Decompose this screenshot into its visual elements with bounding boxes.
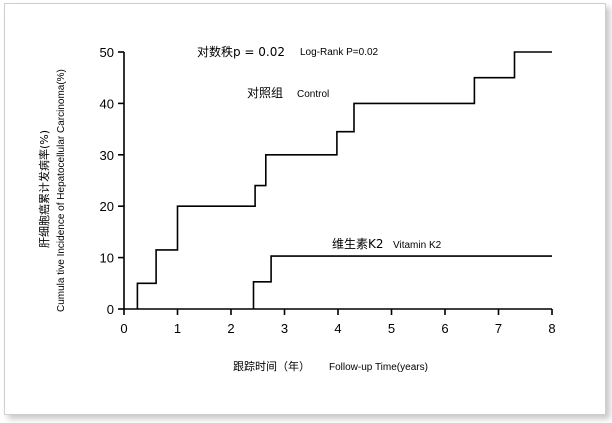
y-tick-label: 10 [100,251,114,266]
y-tick-label: 30 [100,148,114,163]
curves [136,51,552,309]
series-control-curve [136,51,552,309]
y-tick-label: 40 [100,96,114,111]
x-axis-title-cn: 跟踪时间（年） [233,359,310,373]
y-axis-title-cn-group: 肝细胞癌累计发病率(%) [37,130,51,248]
logrank-p-cn: 对数秩p = 0.02 [197,44,285,59]
x-tick-label: 4 [334,321,341,336]
figure-frame [4,3,606,415]
y-axis-title-en-group: Cumula tive Incidence of Hepatocellular … [56,69,67,312]
x-tick-label: 1 [174,321,181,336]
y-tick-label: 0 [107,302,114,317]
vitk2-label-en: Vitamin K2 [393,240,442,251]
x-ticks: 0 1 2 3 4 5 6 7 8 [120,309,556,336]
x-tick-label: 3 [281,321,288,336]
x-tick-label: 6 [441,321,448,336]
x-tick-label: 8 [548,321,555,336]
y-tick-label: 20 [100,199,114,214]
axes [123,52,552,310]
vitk2-label-cn: 维生素K2 [332,237,384,251]
x-tick-label: 7 [495,321,502,336]
x-axis-title-en: Follow-up Time(years) [329,362,428,373]
x-tick-label: 0 [120,321,127,336]
series-vitamin-k2-curve [252,255,552,309]
logrank-p-en: Log-Rank P=0.02 [300,47,379,58]
y-tick-label: 50 [100,45,114,60]
y-axis-title-en: Cumula tive Incidence of Hepatocellular … [56,69,67,312]
control-label-en: Control [297,89,329,100]
y-ticks: 0 10 20 30 40 50 [100,45,124,317]
control-label-cn: 对照组 [247,86,283,100]
y-axis-title-cn: 肝细胞癌累计发病率(%) [37,130,51,248]
x-tick-label: 5 [388,321,395,336]
x-tick-label: 2 [227,321,234,336]
